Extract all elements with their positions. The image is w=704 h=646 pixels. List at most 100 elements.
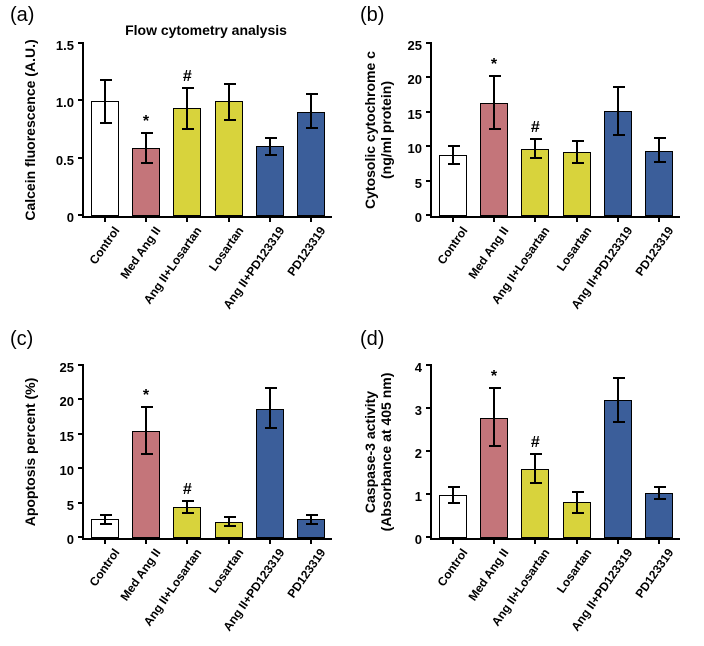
plot-b: 0510152025Control*Med Ang II#Ang II+Losa… bbox=[430, 44, 680, 218]
ytick-label: 2 bbox=[415, 446, 422, 461]
error-bar bbox=[145, 133, 147, 163]
xtick bbox=[534, 216, 536, 222]
ytick-label: 20 bbox=[408, 72, 422, 87]
ytick-label: 0.5 bbox=[56, 153, 74, 168]
error-bar bbox=[452, 146, 454, 165]
sig-marker: # bbox=[531, 119, 540, 137]
ylabel-a: Calcein fluorescence (A.U.) bbox=[22, 39, 38, 220]
xtick bbox=[269, 538, 271, 544]
xtick bbox=[104, 538, 106, 544]
bar bbox=[645, 493, 673, 538]
xtick bbox=[310, 538, 312, 544]
sig-marker: # bbox=[183, 68, 192, 86]
ylabel-d: Caspase-3 activity(Absorbance at 405 nm) bbox=[362, 373, 394, 532]
error-bar bbox=[617, 378, 619, 422]
ylabel-c: Apoptosis percent (%) bbox=[22, 378, 38, 527]
error-bar bbox=[493, 76, 495, 129]
xtick bbox=[452, 538, 454, 544]
plot-c: 0510152025Control*Med Ang II#Ang II+Losa… bbox=[82, 366, 332, 540]
panel-label-b: (b) bbox=[360, 4, 384, 27]
ytick-label: 5 bbox=[67, 498, 74, 513]
xtick bbox=[658, 216, 660, 222]
ytick-label: 0 bbox=[67, 532, 74, 547]
error-bar bbox=[617, 87, 619, 135]
ytick-label: 20 bbox=[60, 394, 74, 409]
ytick-label: 25 bbox=[408, 38, 422, 53]
error-bar bbox=[186, 501, 188, 513]
error-bar bbox=[658, 487, 660, 499]
xlabel: Control bbox=[434, 224, 470, 267]
sig-marker: * bbox=[143, 387, 149, 405]
plot-a: 00.51.01.5Control*Med Ang II#Ang II+Losa… bbox=[82, 44, 332, 218]
xtick bbox=[576, 538, 578, 544]
xtick bbox=[145, 538, 147, 544]
ytick-label: 0 bbox=[67, 210, 74, 225]
xtick bbox=[493, 538, 495, 544]
xtick bbox=[186, 538, 188, 544]
error-bar bbox=[576, 141, 578, 163]
xtick bbox=[186, 216, 188, 222]
error-bar bbox=[534, 454, 536, 483]
sig-marker: * bbox=[143, 113, 149, 131]
xlabel: Losartan bbox=[554, 224, 595, 274]
xlabel: Control bbox=[86, 546, 122, 589]
xtick bbox=[269, 216, 271, 222]
error-bar bbox=[576, 492, 578, 513]
error-bar bbox=[186, 88, 188, 129]
panel-label-d: (d) bbox=[360, 328, 384, 351]
xlabel: Med Ang II bbox=[465, 546, 511, 603]
ytick-label: 5 bbox=[415, 176, 422, 191]
panel-label-a: (a) bbox=[10, 4, 34, 27]
ytick-label: 3 bbox=[415, 403, 422, 418]
xlabel: PD123319 bbox=[633, 224, 677, 278]
ytick-label: 15 bbox=[408, 107, 422, 122]
xlabel: PD123319 bbox=[285, 224, 329, 278]
xtick bbox=[145, 216, 147, 222]
xlabel: Control bbox=[86, 224, 122, 267]
xlabel: Med Ang II bbox=[465, 224, 511, 281]
bar bbox=[521, 149, 549, 216]
ytick-label: 10 bbox=[408, 141, 422, 156]
ytick-label: 1.5 bbox=[56, 38, 74, 53]
xtick bbox=[310, 216, 312, 222]
xtick bbox=[576, 216, 578, 222]
error-bar bbox=[104, 515, 106, 524]
ytick-label: 10 bbox=[60, 463, 74, 478]
xtick bbox=[104, 216, 106, 222]
ytick-label: 25 bbox=[60, 360, 74, 375]
xlabel: PD123319 bbox=[285, 546, 329, 600]
xtick bbox=[228, 538, 230, 544]
xlabel: Losartan bbox=[554, 546, 595, 596]
xtick bbox=[228, 216, 230, 222]
panel-title-a: Flow cytometry analysis bbox=[82, 22, 330, 38]
xlabel: Med Ang II bbox=[117, 546, 163, 603]
ytick-label: 15 bbox=[60, 429, 74, 444]
sig-marker: * bbox=[491, 368, 497, 386]
xlabel: Control bbox=[434, 546, 470, 589]
error-bar bbox=[269, 388, 271, 428]
sig-marker: # bbox=[183, 481, 192, 499]
error-bar bbox=[228, 517, 230, 525]
error-bar bbox=[534, 139, 536, 158]
xtick bbox=[658, 538, 660, 544]
xtick bbox=[617, 538, 619, 544]
panel-label-c: (c) bbox=[10, 328, 33, 351]
xlabel: Losartan bbox=[206, 224, 247, 274]
xtick bbox=[493, 216, 495, 222]
ylabel-b: Cytosolic cytochrome c(ng/ml protein) bbox=[362, 51, 394, 209]
xtick bbox=[534, 538, 536, 544]
error-bar bbox=[493, 388, 495, 445]
xlabel: Med Ang II bbox=[117, 224, 163, 281]
xlabel: Losartan bbox=[206, 546, 247, 596]
error-bar bbox=[452, 487, 454, 502]
error-bar bbox=[310, 515, 312, 523]
xlabel: PD123319 bbox=[633, 546, 677, 600]
sig-marker: * bbox=[491, 56, 497, 74]
error-bar bbox=[658, 138, 660, 162]
error-bar bbox=[310, 94, 312, 127]
xtick bbox=[452, 216, 454, 222]
ytick-label: 1 bbox=[415, 489, 422, 504]
error-bar bbox=[145, 407, 147, 454]
ytick-label: 1.0 bbox=[56, 95, 74, 110]
error-bar bbox=[269, 138, 271, 155]
